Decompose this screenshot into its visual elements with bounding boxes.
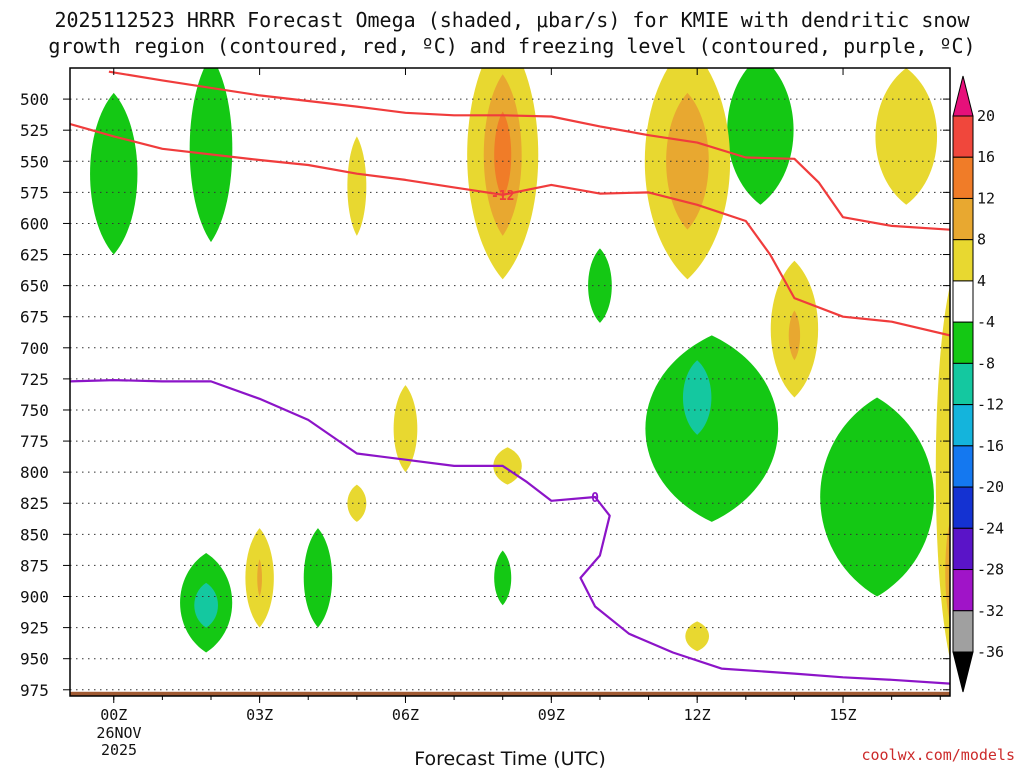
colorbar-tick-label: 20 <box>977 107 995 125</box>
colorbar-tick-label: -28 <box>977 561 1004 579</box>
omega-region <box>875 68 938 205</box>
chart-title-line-2: growth region (contoured, red, ºC) and f… <box>48 34 975 58</box>
y-tick-label: 500 <box>20 90 49 109</box>
omega-region <box>588 248 612 323</box>
omega-region <box>194 582 218 628</box>
y-tick-label: 725 <box>20 370 49 389</box>
contour-line <box>108 70 950 231</box>
contour-line <box>70 122 950 337</box>
y-axis-ticks: 500 525 550 575 600 625 650 675 700 725 750 775 800 8… <box>20 90 950 700</box>
y-tick-label: 925 <box>20 619 49 638</box>
colorbar-tick-label: 16 <box>977 148 995 166</box>
x-tick-label: 12Z <box>684 706 711 724</box>
colorbar-tick-label: 8 <box>977 231 986 249</box>
omega-region <box>685 621 710 652</box>
y-tick-label: 550 <box>20 152 49 171</box>
colorbar-tick-label: -8 <box>977 354 995 372</box>
colorbar-top-triangle <box>952 75 974 117</box>
y-tick-label: 900 <box>20 588 49 607</box>
y-tick-label: 700 <box>20 339 49 358</box>
y-tick-label: 525 <box>20 121 49 140</box>
pressure-gridlines <box>70 98 950 691</box>
omega-region <box>347 136 367 236</box>
contour-label: -12 <box>491 189 514 204</box>
colorbar-bin <box>952 239 974 282</box>
colorbar-bin <box>952 445 974 488</box>
temperature-contours: -12 0 <box>70 70 950 685</box>
y-tick-label: 950 <box>20 650 49 669</box>
colorbar-bin <box>952 404 974 447</box>
date-label-day: 26NOV <box>96 724 141 742</box>
colorbar-tick-label: 4 <box>977 272 986 290</box>
colorbar-tick-label: -24 <box>977 519 1004 537</box>
omega-region <box>189 68 233 243</box>
x-tick-label: 15Z <box>829 706 856 724</box>
chart-title-line-1: 2025112523 HRRR Forecast Omega (shaded, … <box>54 8 970 32</box>
y-tick-label: 600 <box>20 214 49 233</box>
colorbar-bin <box>952 280 974 323</box>
x-tick-label: 03Z <box>246 706 273 724</box>
y-tick-label: 625 <box>20 246 49 265</box>
omega-region <box>493 447 522 485</box>
colorbar-bottom-triangle <box>952 651 974 693</box>
omega-region <box>393 385 418 473</box>
omega-region <box>682 360 712 435</box>
colorbar-tick-label: -4 <box>977 313 995 331</box>
omega-region <box>347 484 367 522</box>
y-tick-label: 800 <box>20 463 49 482</box>
terrain-ground-band <box>70 691 950 696</box>
x-tick-label: 09Z <box>538 706 565 724</box>
colorbar-bin <box>952 197 974 241</box>
omega-region <box>820 397 934 597</box>
omega-region <box>90 92 138 255</box>
y-tick-label: 650 <box>20 277 49 296</box>
contour-label: 0 <box>591 491 599 506</box>
credit-text: coolwx.com/models <box>861 746 1015 764</box>
colorbar-tick-label: -36 <box>977 643 1004 661</box>
colorbar: 20 16 12 8 4 -4 -8 -12 -16 -20 -24 -28 -32 -36 <box>952 75 1004 693</box>
x-tick-label: 06Z <box>392 706 419 724</box>
colorbar-tick-label: -32 <box>977 602 1004 620</box>
y-tick-label: 750 <box>20 401 49 420</box>
y-tick-label: 850 <box>20 525 49 544</box>
omega-region <box>645 335 779 522</box>
y-tick-label: 975 <box>20 681 49 700</box>
colorbar-bin <box>952 321 974 364</box>
colorbar-bin <box>952 115 974 158</box>
x-axis-label: Forecast Time (UTC) <box>414 748 605 768</box>
omega-region <box>727 68 794 205</box>
colorbar-tick-label: -16 <box>977 437 1004 455</box>
y-tick-label: 675 <box>20 308 49 327</box>
omega-region <box>303 528 333 628</box>
date-label-year: 2025 <box>101 741 137 759</box>
colorbar-bin <box>952 527 974 571</box>
plot-frame <box>69 67 951 697</box>
colorbar-bin <box>952 362 974 406</box>
colorbar-bin <box>952 610 974 653</box>
contour-line <box>70 379 950 685</box>
y-tick-label: 875 <box>20 556 49 575</box>
colorbar-tick-label: -20 <box>977 478 1004 496</box>
omega-region <box>494 550 512 606</box>
colorbar-bin <box>952 486 974 529</box>
omega-shading <box>90 68 950 659</box>
omega-region <box>494 111 512 199</box>
y-tick-label: 575 <box>20 183 49 202</box>
omega-region <box>666 92 709 230</box>
x-tick-label: 00Z <box>100 706 127 724</box>
y-tick-label: 775 <box>20 432 49 451</box>
omega-region <box>257 559 262 597</box>
colorbar-tick-label: 12 <box>977 189 995 207</box>
y-tick-label: 825 <box>20 494 49 513</box>
colorbar-bin <box>952 156 974 199</box>
x-axis-ticks: 00Z 03Z 06Z 09Z 12Z 15Z <box>100 68 941 724</box>
colorbar-bin <box>952 569 974 612</box>
colorbar-tick-label: -12 <box>977 396 1004 414</box>
